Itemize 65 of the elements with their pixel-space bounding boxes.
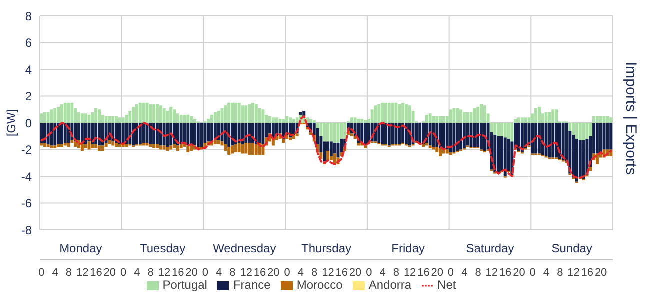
x-tick-label: 0 xyxy=(38,266,45,279)
x-tick-label: 12 xyxy=(486,266,498,279)
y-tick-label: 2 xyxy=(25,90,32,104)
legend-label: Portugal xyxy=(162,278,208,292)
x-tick-label: 12 xyxy=(404,266,416,279)
x-tick-label: 0 xyxy=(120,266,127,279)
y-tick-label: 4 xyxy=(25,62,32,77)
x-tick-label: 12 xyxy=(76,266,89,279)
x-tick-label: 8 xyxy=(230,266,236,279)
x-tick-label: 8 xyxy=(475,266,482,279)
x-tick-label: 20 xyxy=(186,266,198,279)
x-tick-label: 16 xyxy=(172,266,184,279)
y-tick-label: -8 xyxy=(21,223,32,238)
y-tick-label: -2 xyxy=(21,143,32,158)
y2-axis-title: Imports | Exports xyxy=(622,62,640,176)
x-tick-label: 4 xyxy=(216,266,222,279)
x-tick-label: 0 xyxy=(448,266,454,279)
x-tick-label: 4 xyxy=(298,266,304,279)
y-tick-label: -4 xyxy=(21,170,32,184)
x-tick-label: 4 xyxy=(462,266,468,279)
y-tick-label: 8 xyxy=(25,9,32,24)
legend-label: Net xyxy=(438,278,456,292)
x-tick-label: 4 xyxy=(134,266,140,279)
x-tick-label: 20 xyxy=(513,266,526,279)
text: Thursday xyxy=(301,242,352,256)
x-tick-label: 8 xyxy=(148,266,154,279)
x-tick-label: 16 xyxy=(254,266,266,279)
x-tick-label: 0 xyxy=(530,266,536,279)
x-tick-label: 20 xyxy=(104,266,116,279)
x-tick-label: 12 xyxy=(158,266,171,279)
x-tick-label: 0 xyxy=(284,266,290,279)
x-tick-label: 4 xyxy=(380,266,386,279)
x-tick-label: 20 xyxy=(268,266,280,279)
y-tick-label: -6 xyxy=(21,196,32,211)
x-tick-label: 16 xyxy=(90,266,102,279)
y-tick-label: 6 xyxy=(25,36,32,50)
text: Friday xyxy=(392,242,426,256)
x-tick-label: 8 xyxy=(393,266,400,279)
x-tick-label: 8 xyxy=(557,266,564,279)
x-tick-label: 12 xyxy=(322,266,334,279)
text: Saturday xyxy=(466,242,514,256)
y-axis-title: [GW] xyxy=(4,109,18,137)
x-tick-label: 0 xyxy=(202,266,208,279)
x-tick-label: 0 xyxy=(366,266,372,279)
x-tick-label: 20 xyxy=(431,266,444,279)
legend-label: Morocco xyxy=(296,278,343,292)
x-tick-label: 20 xyxy=(349,266,362,279)
text: Tuesday xyxy=(140,242,186,256)
x-tick-label: 16 xyxy=(336,266,348,279)
x-tick-label: 4 xyxy=(52,266,58,279)
y-tick-label: 0 xyxy=(25,116,32,130)
text: Sunday xyxy=(552,242,592,256)
x-tick-label: 20 xyxy=(594,266,608,279)
text: Wednesday xyxy=(213,242,276,256)
x-tick-label: 16 xyxy=(581,266,594,279)
x-tick-label: 12 xyxy=(240,266,252,279)
x-tick-label: 16 xyxy=(418,266,430,279)
legend-label: France xyxy=(233,278,271,292)
legend-label: Andorra xyxy=(368,278,412,292)
x-tick-label: 8 xyxy=(312,266,318,279)
x-tick-label: 12 xyxy=(568,266,580,279)
x-tick-label: 16 xyxy=(499,266,512,279)
x-tick-label: 8 xyxy=(66,266,72,279)
x-tick-label: 4 xyxy=(543,266,550,279)
text: Monday xyxy=(60,242,102,256)
